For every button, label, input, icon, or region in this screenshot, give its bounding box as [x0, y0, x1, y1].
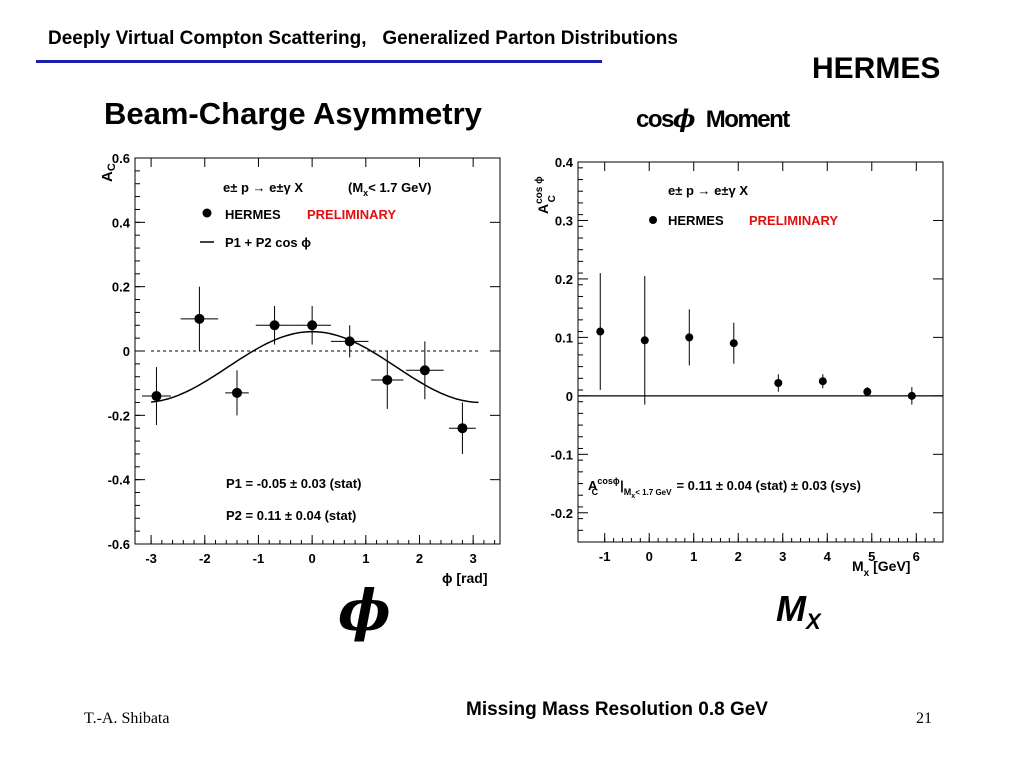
x-axis-label: ϕ [rad] [442, 570, 488, 586]
data-point [406, 341, 444, 400]
data-point [774, 374, 783, 392]
point-marker [194, 313, 205, 324]
point-marker [685, 333, 694, 342]
point-marker [774, 378, 783, 387]
fit-result-p1: P1 = -0.05 ± 0.03 (stat) [226, 476, 361, 491]
missing-mass-note: Missing Mass Resolution 0.8 GeV [466, 699, 768, 720]
x-tick-label: -2 [199, 551, 211, 566]
mass-cut-label: (Mx< 1.7 GeV) [348, 180, 431, 198]
y-tick-label: 0.2 [555, 272, 573, 287]
right-heading-cos: cos [636, 106, 674, 133]
point-marker [640, 336, 649, 345]
y-tick-label: 0 [123, 344, 130, 359]
x-tick-label: 5 [868, 549, 875, 564]
legend-marker [202, 208, 212, 218]
point-marker [596, 327, 605, 336]
point-marker [269, 320, 280, 331]
point-marker [863, 387, 872, 396]
y-tick-label: 0.6 [112, 152, 130, 166]
left-chart-heading: Beam-Charge Asymmetry [104, 96, 482, 131]
x-tick-label: 3 [779, 549, 786, 564]
point-marker [307, 320, 318, 331]
data-point [330, 325, 369, 358]
moment-result: Acosϕ C |Mx< 1.7 GeV = 0.11 ± 0.04 (stat) ±… [588, 476, 861, 500]
y-tick-label: -0.4 [108, 473, 131, 488]
beam-charge-asymmetry-chart: -3 -2 -1 0 1 2 3 0.6 0.4 0.2 0 -0.2 -0.4 -0.6 AC ϕ [r… [99, 152, 501, 586]
point-marker [907, 391, 916, 400]
data-point [640, 276, 649, 405]
right-chart-heading: cosϕ Moment [636, 104, 791, 134]
point-marker [344, 336, 355, 347]
x-tick-label: -1 [253, 551, 265, 566]
reaction-label: e± p → e±γ X [223, 180, 303, 195]
x-tick-label: -3 [145, 551, 157, 566]
data-point [371, 351, 404, 409]
right-heading-moment: Moment [705, 106, 791, 133]
legend-hermes: HERMES [225, 207, 281, 222]
page-number: 21 [916, 710, 932, 727]
x-tick-label: 1 [362, 551, 369, 566]
legend-preliminary: PRELIMINARY [749, 213, 838, 228]
x-tick-label: -1 [599, 549, 611, 564]
data-point [293, 305, 331, 345]
y-tick-label: 0.3 [555, 213, 573, 228]
x-tick-label: 3 [470, 551, 477, 566]
data-point [818, 374, 827, 389]
y-tick-label: 0.2 [112, 280, 130, 295]
y-tick-label: -0.2 [551, 506, 573, 521]
y-tick-label: 0.4 [112, 215, 131, 230]
data-point [685, 309, 694, 366]
x-tick-label: 6 [913, 549, 920, 564]
y-tick-label: 0.4 [555, 155, 574, 170]
legend-preliminary: PRELIMINARY [307, 207, 396, 222]
x-tick-label: 1 [690, 549, 697, 564]
x-tick-label: 2 [416, 551, 423, 566]
legend-fit-label: P1 + P2 cos ϕ [225, 235, 311, 250]
x-axis-label: Mx [GeV] [852, 558, 910, 579]
x-tick-label: 0 [309, 551, 316, 566]
x-tick-label: 4 [824, 549, 832, 564]
y-tick-label: 0 [566, 389, 573, 404]
point-marker [231, 387, 242, 398]
reaction-label: e± p → e±γ X [668, 183, 748, 198]
point-marker [419, 365, 430, 376]
x-tick-label: 0 [646, 549, 653, 564]
phi-symbol-caption: ϕ [338, 578, 391, 644]
data-point [141, 367, 171, 425]
data-point [907, 387, 916, 405]
point-marker [457, 423, 468, 434]
point-marker [729, 339, 738, 348]
author-name: T.-A. Shibata [84, 710, 170, 727]
header-underline [36, 60, 602, 63]
x-tick-label: 2 [735, 549, 742, 564]
right-heading-phi: ϕ [672, 104, 696, 133]
y-tick-label: 0.1 [555, 330, 573, 345]
y-tick-label: -0.2 [108, 408, 130, 423]
mx-main: M [776, 588, 806, 629]
legend-marker [649, 216, 657, 224]
header-title: Deeply Virtual Compton Scattering, Gener… [48, 28, 678, 49]
fit-curve [151, 330, 479, 404]
data-point [225, 370, 249, 416]
fit-result-p2: P2 = 0.11 ± 0.04 (stat) [226, 508, 356, 523]
y-tick-label: -0.6 [108, 537, 130, 552]
y-axis-label: AC [99, 163, 118, 182]
plot-frame [577, 161, 944, 543]
data-point [255, 305, 294, 345]
mx-sub: X [806, 609, 821, 635]
data-point [596, 273, 605, 390]
y-tick-label: -0.1 [551, 447, 573, 462]
data-point [863, 387, 872, 397]
mx-symbol-caption: MX [776, 588, 821, 635]
data-point [729, 322, 738, 364]
legend-hermes: HERMES [668, 213, 724, 228]
data-point [449, 402, 476, 454]
data-point [180, 286, 219, 351]
point-marker [151, 391, 162, 402]
point-marker [818, 377, 827, 386]
experiment-label: HERMES [812, 52, 941, 85]
point-marker [382, 374, 393, 385]
